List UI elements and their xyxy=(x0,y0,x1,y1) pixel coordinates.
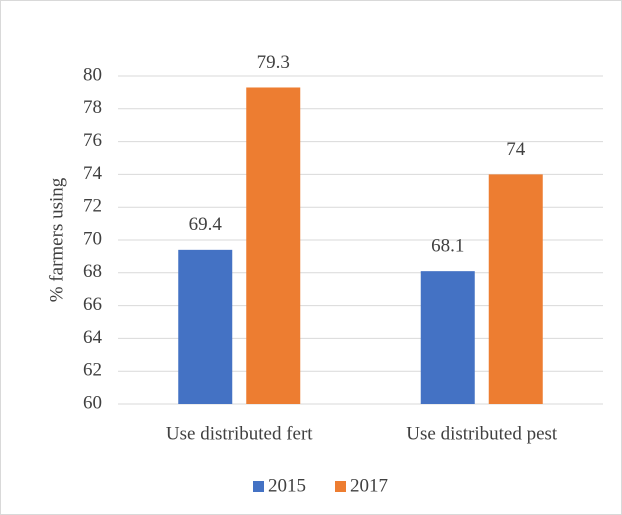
bar xyxy=(246,87,301,404)
y-tick-label: 72 xyxy=(83,196,102,217)
data-label: 79.3 xyxy=(257,52,290,73)
y-tick-label: 64 xyxy=(83,327,103,348)
legend-swatch xyxy=(335,481,346,492)
x-tick-label: Use distributed pest xyxy=(406,423,558,444)
data-label: 69.4 xyxy=(189,214,223,235)
y-tick-label: 74 xyxy=(83,163,103,184)
data-label: 74 xyxy=(506,139,526,160)
bar xyxy=(488,174,543,404)
bar xyxy=(178,249,233,404)
legend-swatch xyxy=(253,481,264,492)
bar xyxy=(420,271,475,404)
legend-label: 2017 xyxy=(350,475,388,496)
data-label: 68.1 xyxy=(431,236,464,257)
y-tick-label: 60 xyxy=(83,392,102,413)
y-tick-label: 78 xyxy=(83,97,102,118)
y-tick-label: 76 xyxy=(83,130,102,151)
y-tick-label: 80 xyxy=(83,64,102,85)
y-tick-label: 62 xyxy=(83,360,102,381)
y-axis-label: % farmers using xyxy=(46,177,67,302)
y-tick-label: 66 xyxy=(83,294,102,315)
y-tick-label: 68 xyxy=(83,261,102,282)
x-tick-label: Use distributed fert xyxy=(166,423,313,444)
y-tick-label: 70 xyxy=(83,228,102,249)
legend-label: 2015 xyxy=(268,475,306,496)
